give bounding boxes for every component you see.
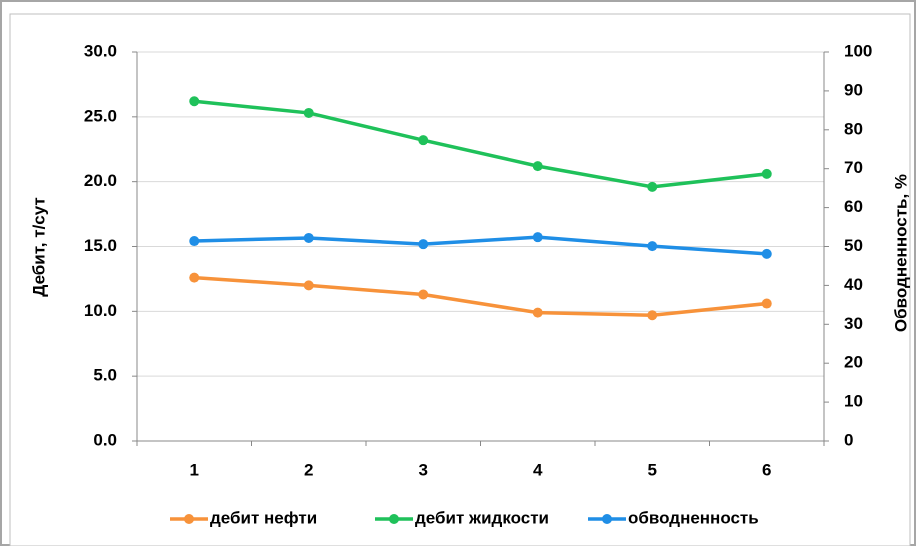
y2-tick-label: 60 xyxy=(844,197,863,216)
y-tick-label: 15.0 xyxy=(84,236,117,255)
data-point xyxy=(303,107,314,118)
y2-tick-label: 40 xyxy=(844,275,863,294)
y2-tick-label: 90 xyxy=(844,80,863,99)
series-line xyxy=(194,275,767,317)
legend-marker xyxy=(184,514,194,524)
data-point xyxy=(418,239,429,250)
data-point xyxy=(418,135,429,146)
data-point xyxy=(532,232,543,243)
data-point xyxy=(303,232,314,243)
data-point xyxy=(189,272,200,283)
y2-axis-title: Обводненность, % xyxy=(891,174,910,332)
data-point xyxy=(418,289,429,300)
y2-tick-label: 80 xyxy=(844,119,863,138)
data-point xyxy=(761,248,772,259)
x-tick-label: 4 xyxy=(533,460,543,479)
data-point xyxy=(761,168,772,179)
data-point xyxy=(189,96,200,107)
x-tick-label: 2 xyxy=(304,460,313,479)
legend-label: дебит нефти xyxy=(210,508,317,527)
y-tick-label: 5.0 xyxy=(93,366,117,385)
data-point xyxy=(189,236,200,247)
data-point xyxy=(532,307,543,318)
series-line xyxy=(194,235,767,256)
y2-tick-label: 0 xyxy=(844,430,853,449)
y-tick-label: 25.0 xyxy=(84,106,117,125)
data-point xyxy=(647,241,658,252)
y-tick-label: 20.0 xyxy=(84,171,117,190)
data-point xyxy=(647,181,658,192)
legend-label: обводненность xyxy=(628,508,759,527)
y-axis-title: Дебит, т/сут xyxy=(29,197,48,297)
legend-marker xyxy=(602,514,612,524)
y-tick-label: 30.0 xyxy=(84,41,117,60)
y2-tick-label: 30 xyxy=(844,314,863,333)
y-tick-label: 0.0 xyxy=(93,430,117,449)
y-tick-label: 10.0 xyxy=(84,301,117,320)
data-point xyxy=(532,161,543,172)
y2-tick-label: 20 xyxy=(844,353,863,372)
x-tick-label: 6 xyxy=(762,460,771,479)
chart-frame xyxy=(9,13,911,546)
x-tick-label: 1 xyxy=(190,460,199,479)
data-point xyxy=(303,280,314,291)
y2-tick-label: 70 xyxy=(844,158,863,177)
series-line xyxy=(194,99,767,189)
x-tick-label: 5 xyxy=(648,460,657,479)
legend-marker xyxy=(389,514,399,524)
data-point xyxy=(647,310,658,321)
x-tick-label: 3 xyxy=(419,460,428,479)
y2-tick-label: 50 xyxy=(844,236,863,255)
legend-label: дебит жидкости xyxy=(415,508,549,527)
y2-tick-label: 10 xyxy=(844,392,863,411)
y2-tick-label: 100 xyxy=(844,41,872,60)
data-point xyxy=(761,298,772,309)
